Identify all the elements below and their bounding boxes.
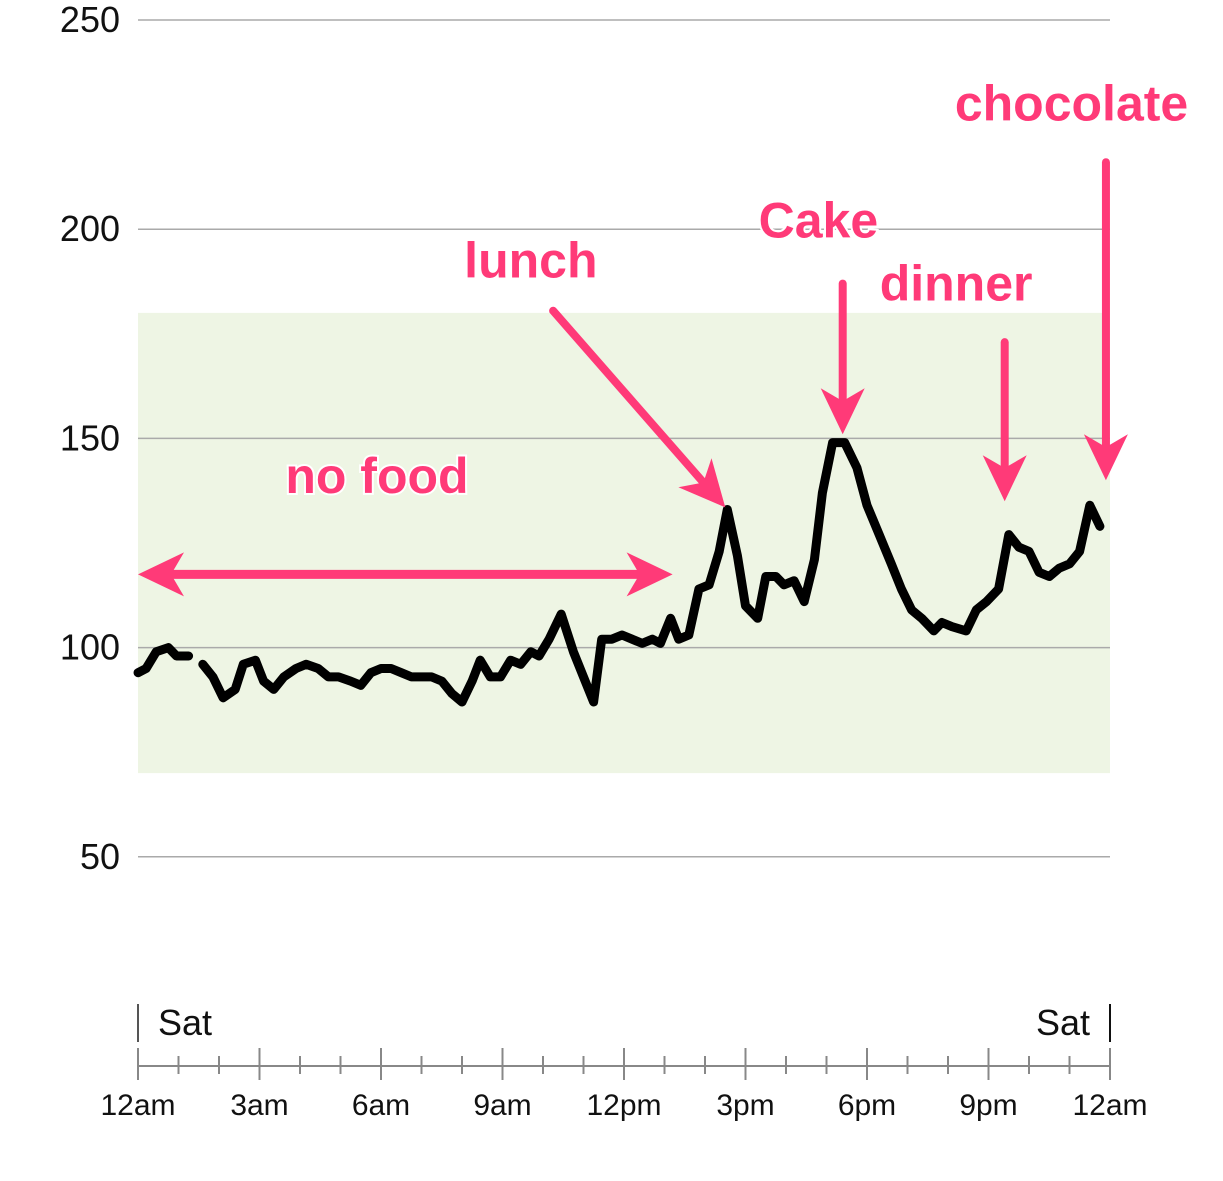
x-tick-label: 12pm — [586, 1089, 661, 1122]
annotation-arrowhead — [138, 552, 184, 597]
annotation-label: dinner — [880, 255, 1033, 311]
y-tick-label: 50 — [80, 836, 120, 877]
x-axis: 12am 3am 6am 9am 12pm 3pm 6pm 9pm 12am Sat Sat — [100, 1002, 1147, 1122]
annotation-label: no food — [285, 448, 468, 504]
x-tick-label: 12am — [1072, 1089, 1147, 1122]
target-range-band — [138, 312, 1110, 774]
annotation-arrow-shaft — [549, 306, 710, 489]
annotation-arrowhead — [626, 552, 673, 597]
y-axis: 50 100 150 200 250 — [60, 0, 120, 877]
x-tick-label: 9am — [473, 1089, 531, 1122]
x-tick-label: 9pm — [959, 1089, 1017, 1122]
annotation-label: Cake — [759, 193, 879, 249]
x-tick-label: 6pm — [838, 1089, 896, 1122]
annotation-arrowhead — [820, 388, 865, 435]
annotation-arrowhead — [1083, 434, 1128, 481]
y-tick-label: 250 — [60, 0, 120, 40]
y-tick-label: 150 — [60, 417, 120, 458]
series-lines — [133, 438, 1105, 707]
day-start-label: Sat — [158, 1002, 212, 1043]
y-tick-label: 200 — [60, 208, 120, 249]
x-tick-label: 12am — [100, 1089, 175, 1122]
gridlines — [138, 19, 1110, 858]
x-tick-label: 3am — [230, 1089, 288, 1122]
day-end-label: Sat — [1036, 1002, 1090, 1043]
annotation-label: lunch — [464, 232, 597, 288]
x-tick-label: 3pm — [716, 1089, 774, 1122]
series-line — [133, 643, 194, 678]
y-tick-label: 100 — [60, 627, 120, 668]
annotation-arrowhead — [678, 458, 726, 508]
annotation-arrowhead — [982, 455, 1027, 502]
series-line — [198, 438, 1105, 707]
x-tick-label: 6am — [352, 1089, 410, 1122]
annotation-label: chocolate — [955, 75, 1188, 131]
